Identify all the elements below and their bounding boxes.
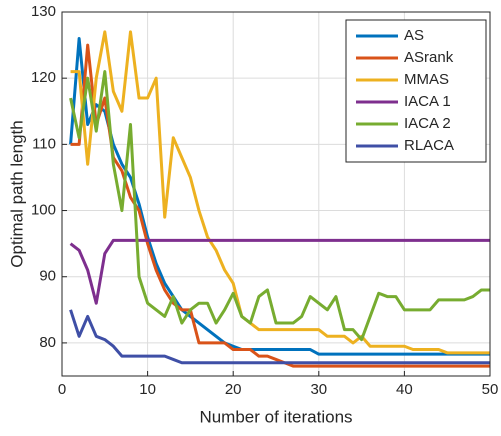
legend: AS ASrank MMAS IACA 1 IACA 2 RLACA <box>345 19 487 163</box>
legend-label: RLACA <box>404 137 454 154</box>
series-line <box>69 70 490 342</box>
x-axis-label: Number of iterations <box>199 407 352 426</box>
x-tick-label: 30 <box>310 381 327 398</box>
x-tick-label: 0 <box>58 381 66 398</box>
y-tick-label: 100 <box>31 202 56 219</box>
legend-label: IACA 1 <box>404 93 451 110</box>
series-line <box>69 309 490 365</box>
x-tick-label: 20 <box>225 381 242 398</box>
legend-label: IACA 2 <box>404 115 451 132</box>
series-line <box>70 43 490 368</box>
y-tick-label: 120 <box>31 69 56 86</box>
legend-label: MMAS <box>404 71 449 88</box>
y-axis-label: Optimal path length <box>7 120 26 267</box>
y-tick-label: 110 <box>32 135 56 152</box>
legend-box <box>345 19 487 163</box>
x-tick-label: 40 <box>396 381 413 398</box>
y-tick-label: 90 <box>39 268 56 285</box>
y-tick-label: 130 <box>31 3 56 20</box>
x-tick-label: 50 <box>482 381 499 398</box>
series-line <box>69 238 490 305</box>
legend-label: AS <box>404 27 424 44</box>
series-line <box>70 30 490 355</box>
legend-label: ASrank <box>404 49 454 66</box>
y-tick-label: 80 <box>39 334 56 351</box>
plot-frame <box>61 11 491 377</box>
x-tick-label: 10 <box>139 381 156 398</box>
series-line <box>69 36 490 356</box>
